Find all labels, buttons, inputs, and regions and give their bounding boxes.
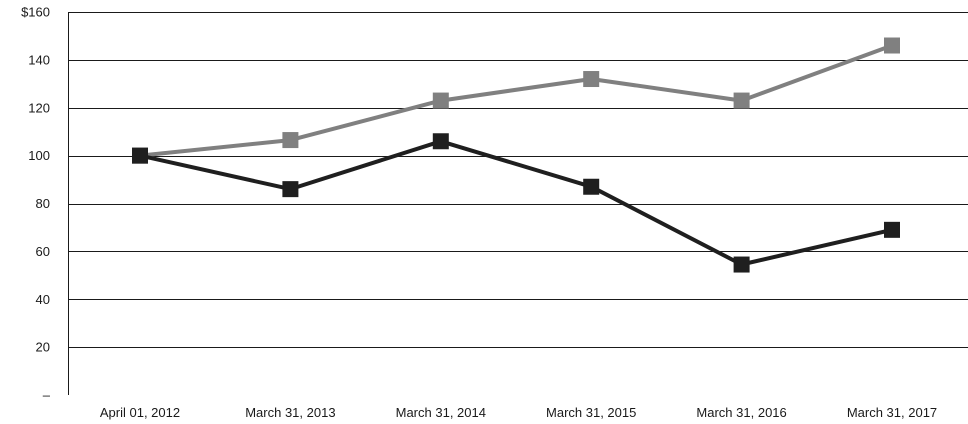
- data-point-marker: [583, 178, 600, 195]
- y-tick-label: 140: [28, 52, 50, 67]
- data-point-marker: [884, 37, 900, 54]
- y-tick-label: 40: [36, 292, 50, 307]
- x-axis-tick-labels: April 01, 2012 March 31, 2013 March 31, 20…: [100, 405, 937, 420]
- series-line-1: [138, 43, 894, 158]
- y-tick-label: 60: [36, 244, 50, 259]
- series-markers: [132, 37, 900, 273]
- data-point-marker: [132, 147, 148, 164]
- y-tick-label: 80: [36, 196, 50, 211]
- x-tick-label: March 31, 2015: [546, 405, 636, 420]
- y-tick-label: 120: [28, 100, 50, 115]
- y-axis-tick-labels: – 20 40 60 80 100 120 140 $160: [21, 5, 51, 403]
- data-point-marker: [432, 92, 449, 109]
- data-point-marker: [282, 132, 299, 149]
- y-tick-label: 20: [36, 340, 50, 355]
- series-line-2: [138, 139, 894, 267]
- y-tick-label: –: [43, 388, 51, 403]
- x-tick-label: March 31, 2013: [245, 405, 335, 420]
- gridlines: [68, 12, 968, 348]
- x-tick-label: March 31, 2017: [847, 405, 937, 420]
- data-point-marker: [733, 256, 750, 273]
- x-tick-label: March 31, 2014: [396, 405, 486, 420]
- x-tick-label: March 31, 2016: [696, 405, 786, 420]
- data-point-marker: [733, 92, 750, 109]
- data-point-marker: [282, 181, 299, 198]
- data-point-marker: [432, 133, 449, 150]
- x-tick-label: April 01, 2012: [100, 405, 180, 420]
- series-lines: [138, 43, 894, 267]
- y-tick-label: $160: [21, 5, 50, 20]
- data-point-marker: [583, 71, 600, 88]
- data-point-marker: [884, 221, 900, 238]
- y-tick-label: 100: [28, 148, 50, 163]
